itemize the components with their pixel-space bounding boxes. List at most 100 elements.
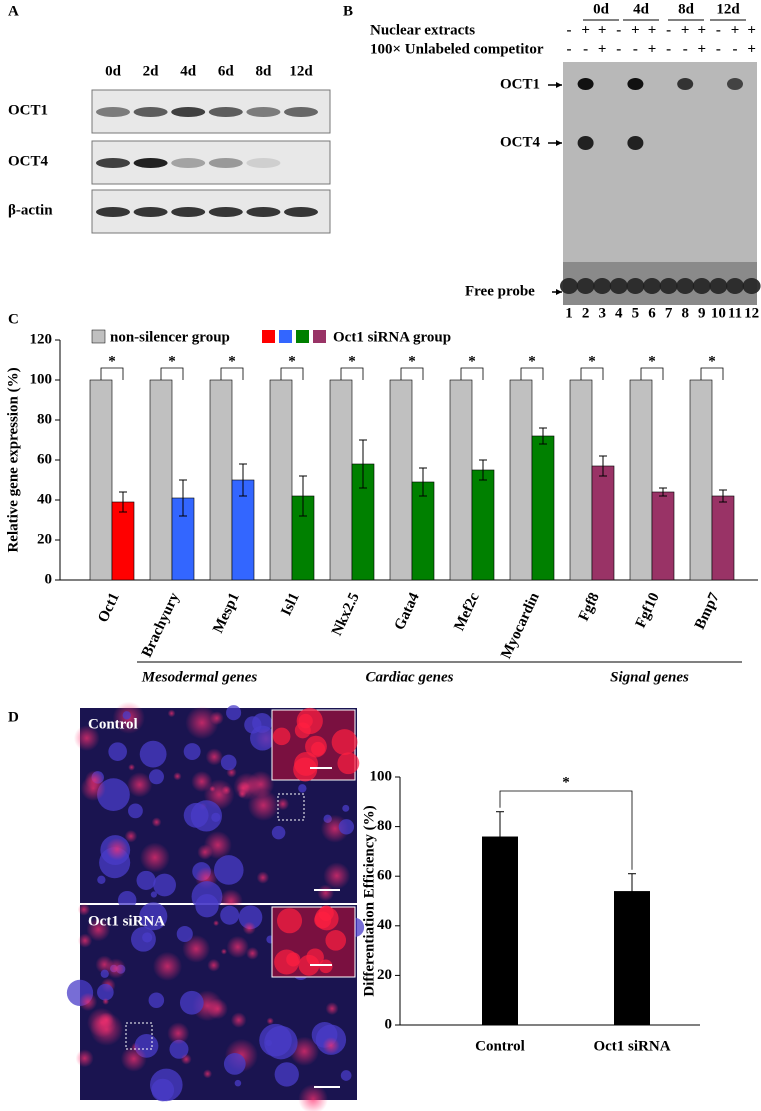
- signal: [322, 1037, 340, 1055]
- bar: [411, 481, 435, 581]
- group-label: Mesodermal genes: [141, 669, 258, 685]
- sign: +: [747, 41, 756, 57]
- band: [171, 107, 206, 117]
- signal: [167, 1022, 190, 1045]
- signal: [105, 958, 127, 979]
- legend-label: non-silencer group: [110, 329, 230, 345]
- x-tick-label: Brachyury: [139, 590, 183, 660]
- bar: [689, 379, 713, 581]
- image-label: Oct1 siRNA: [88, 913, 165, 929]
- signal: [207, 958, 221, 972]
- significance: *: [288, 353, 296, 369]
- lane-number: 2: [582, 305, 590, 321]
- signal: [246, 947, 259, 960]
- signal: [264, 1025, 298, 1060]
- bar: [389, 379, 413, 581]
- row-label: OCT4: [8, 153, 49, 169]
- signal: [226, 705, 242, 721]
- band: [96, 207, 130, 217]
- x-tick-label: Mesp1: [210, 590, 242, 635]
- sign: -: [683, 41, 688, 57]
- legend-swatch: [262, 330, 275, 343]
- bar: [614, 891, 650, 1025]
- bar: [89, 379, 113, 581]
- y-tick-label: 100: [370, 768, 393, 784]
- signal: [102, 998, 110, 1005]
- sign: +: [631, 22, 640, 38]
- significance: *: [588, 353, 596, 369]
- band: [133, 107, 168, 117]
- y-tick-label: 20: [377, 967, 392, 983]
- signal: [173, 772, 182, 781]
- signal: [148, 769, 164, 785]
- lane-number: 11: [728, 305, 742, 321]
- signal: [203, 1069, 213, 1079]
- lane-number: 5: [632, 305, 640, 321]
- signal: [151, 817, 162, 828]
- sign: +: [731, 22, 740, 38]
- signal: [323, 862, 351, 890]
- x-tick-label: Oct1: [95, 590, 123, 625]
- signal: [78, 992, 98, 1012]
- lane-number: 7: [665, 305, 673, 321]
- signal: [220, 905, 240, 925]
- panel-label: D: [8, 709, 19, 725]
- lane-number: 12: [744, 305, 759, 321]
- y-tick-label: 120: [30, 331, 53, 347]
- band-label: OCT4: [500, 134, 541, 150]
- panel-label: C: [8, 311, 19, 327]
- panel-label: A: [8, 3, 19, 19]
- bar: [591, 465, 615, 581]
- y-axis-title: Relative gene expression (%): [5, 367, 21, 552]
- inset-signal: [314, 911, 332, 929]
- bar: [209, 379, 233, 581]
- sign: +: [648, 22, 657, 38]
- signal: [205, 748, 223, 766]
- bar: [471, 469, 495, 581]
- significance: *: [348, 353, 356, 369]
- significance-bracket: [400, 367, 424, 380]
- signal: [153, 873, 176, 897]
- y-tick-label: 80: [377, 818, 392, 834]
- bar: [629, 379, 653, 581]
- x-tick-label: Gata4: [392, 590, 423, 633]
- y-tick-label: 20: [37, 531, 52, 547]
- signal: [274, 1062, 299, 1087]
- gel-band: [626, 278, 645, 294]
- gel-band: [627, 136, 644, 150]
- gel-band: [677, 78, 694, 90]
- signal: [150, 891, 157, 898]
- significance: *: [108, 353, 116, 369]
- signal: [122, 711, 131, 720]
- signal: [179, 990, 204, 1015]
- signal: [266, 1017, 274, 1025]
- inset-signal: [305, 735, 327, 758]
- gel-band: [676, 278, 695, 294]
- row-label: OCT1: [8, 102, 48, 118]
- gel-band: [609, 278, 628, 294]
- gel-band: [659, 278, 678, 294]
- signal: [317, 884, 335, 902]
- band: [208, 207, 243, 217]
- sign: -: [666, 41, 671, 57]
- significance-bracket: [640, 367, 664, 380]
- signal: [256, 871, 270, 884]
- signal: [86, 917, 111, 942]
- gel-band: [727, 78, 743, 90]
- signal: [97, 875, 106, 884]
- legend-swatch: [91, 329, 106, 344]
- band: [246, 107, 281, 117]
- band: [171, 207, 206, 217]
- signal: [203, 831, 232, 860]
- signal: [117, 890, 137, 910]
- gel-band: [726, 278, 744, 294]
- gel-band: [576, 278, 595, 294]
- inset-signal: [319, 959, 333, 974]
- y-axis-title: Differentiation Efficiency (%): [361, 805, 377, 996]
- inset-signal: [337, 752, 360, 775]
- x-tick-label: Fgf10: [633, 590, 663, 630]
- band: [246, 207, 281, 217]
- lane-label: 6d: [218, 63, 235, 79]
- signal: [126, 772, 153, 798]
